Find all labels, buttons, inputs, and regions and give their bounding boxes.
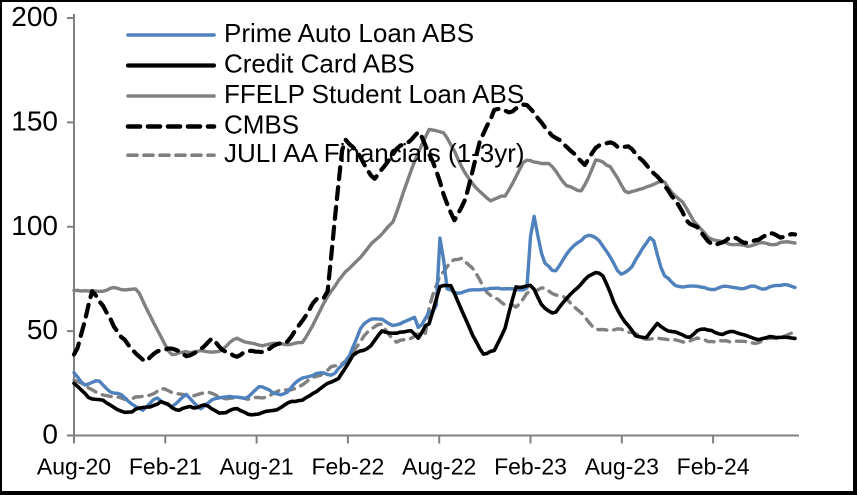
svg-text:Aug-21: Aug-21 xyxy=(220,454,294,480)
svg-text:JULI AA Financials (1-3yr): JULI AA Financials (1-3yr) xyxy=(224,138,525,168)
svg-text:200: 200 xyxy=(11,2,58,32)
svg-text:Feb-22: Feb-22 xyxy=(311,454,384,480)
svg-text:Aug-20: Aug-20 xyxy=(37,454,111,480)
svg-text:CMBS: CMBS xyxy=(224,110,299,140)
svg-text:150: 150 xyxy=(11,105,58,136)
svg-text:FFELP Student Loan ABS: FFELP Student Loan ABS xyxy=(224,79,524,109)
svg-text:100: 100 xyxy=(11,210,58,241)
svg-text:Aug-23: Aug-23 xyxy=(585,454,659,480)
svg-text:Credit Card ABS: Credit Card ABS xyxy=(224,49,415,79)
svg-text:Feb-21: Feb-21 xyxy=(129,454,202,480)
svg-text:Prime Auto Loan ABS: Prime Auto Loan ABS xyxy=(224,18,474,48)
svg-text:50: 50 xyxy=(27,314,58,345)
svg-text:Aug-22: Aug-22 xyxy=(402,454,476,480)
svg-text:0: 0 xyxy=(42,419,58,450)
svg-text:Feb-24: Feb-24 xyxy=(677,454,750,480)
svg-text:Feb-23: Feb-23 xyxy=(494,454,567,480)
